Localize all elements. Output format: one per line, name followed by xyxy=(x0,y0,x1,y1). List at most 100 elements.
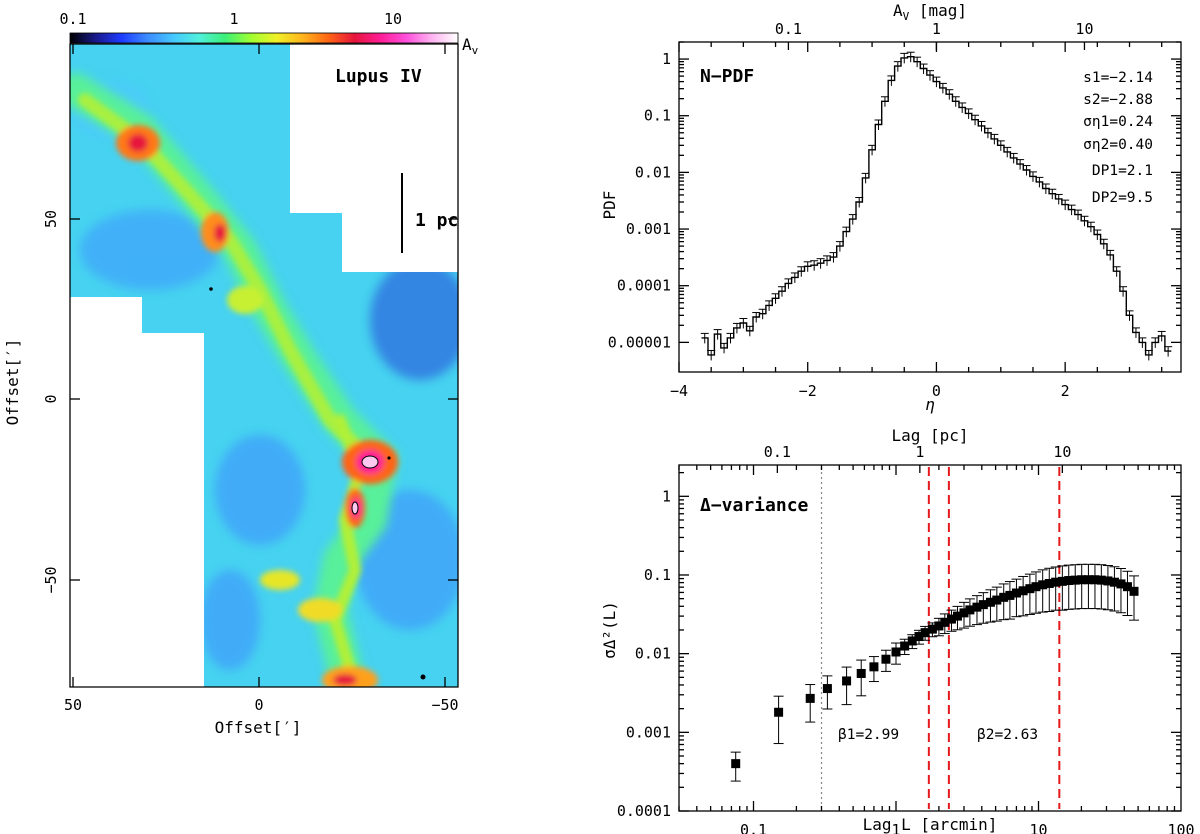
npdf-frame xyxy=(678,41,1182,373)
npdf-point xyxy=(1151,337,1160,348)
npdf-x-tick-label: −4 xyxy=(670,382,688,400)
npdf-top-tick-label: 0.1 xyxy=(775,20,802,38)
map-x-tick-label: 0 xyxy=(254,696,263,714)
npdf-point xyxy=(823,255,832,266)
dv-top-tick-label: 0.1 xyxy=(764,443,791,461)
npdf-point xyxy=(887,75,896,86)
npdf-point xyxy=(1061,199,1070,211)
npdf-point xyxy=(990,133,999,145)
npdf-point xyxy=(919,63,928,75)
npdf-point xyxy=(1125,310,1134,321)
npdf-point xyxy=(996,140,1005,151)
dv-point xyxy=(1129,575,1140,621)
dv-y-tick-label: 0.01 xyxy=(635,645,671,663)
dv-marker xyxy=(927,624,937,634)
dv-marker xyxy=(891,647,901,657)
dv-marker xyxy=(805,693,815,703)
npdf-point xyxy=(765,300,774,311)
dv-marker xyxy=(1051,577,1061,587)
npdf-point xyxy=(835,241,844,252)
npdf-point xyxy=(861,172,870,184)
dv-point xyxy=(1089,563,1100,610)
npdf-y-tick-label: 0.1 xyxy=(644,107,671,125)
dv-point xyxy=(841,666,852,706)
dv-point xyxy=(1004,581,1015,620)
dv-marker xyxy=(1122,582,1132,592)
map-y-axis: 50 0 −50 xyxy=(42,210,458,594)
npdf-point xyxy=(983,127,992,139)
npdf-point xyxy=(874,119,883,130)
dv-annotation: β1=2.99 xyxy=(838,727,899,743)
map-x-label: Offset[′] xyxy=(215,718,302,737)
dv-point xyxy=(1037,569,1048,613)
npdf-point xyxy=(745,325,754,337)
npdf-point xyxy=(758,308,767,320)
npdf-annotation: DP1=2.1 xyxy=(1092,163,1153,179)
dv-marker xyxy=(952,611,962,621)
npdf-annotation: ση1=0.24 xyxy=(1083,114,1153,130)
dv-point xyxy=(1011,578,1022,618)
dv-marker xyxy=(842,676,852,686)
npdf-point xyxy=(1099,238,1108,250)
dv-marker xyxy=(920,628,930,638)
npdf-x-tick-label: −2 xyxy=(799,382,817,400)
dv-top-tick-label: 10 xyxy=(1053,443,1071,461)
npdf-point xyxy=(700,332,709,344)
dv-point xyxy=(1070,564,1081,610)
npdf-y-tick-label: 0.01 xyxy=(635,163,671,181)
colorbar-tick-label: 10 xyxy=(384,10,402,28)
dv-marker xyxy=(978,600,988,610)
dv-marker xyxy=(881,654,891,664)
dv-marker xyxy=(1129,586,1139,596)
dv-point xyxy=(998,583,1009,621)
npdf-point xyxy=(938,82,947,94)
dv-x-tick-label: 0.1 xyxy=(740,821,767,834)
map-x-axis: 50 0 −50 xyxy=(64,44,459,714)
map-y-label: Offset[′] xyxy=(3,339,22,426)
dv-marker xyxy=(940,617,950,627)
npdf-point xyxy=(739,317,748,329)
dv-marker xyxy=(1083,575,1093,585)
dv-point xyxy=(1057,565,1068,611)
npdf-point xyxy=(951,96,960,107)
npdf-point xyxy=(1144,349,1153,361)
npdf-annotation: s2=−2.88 xyxy=(1083,92,1153,108)
npdf-point xyxy=(913,56,922,68)
npdf-point xyxy=(1080,215,1089,227)
dv-point xyxy=(822,675,833,710)
dv-y-label: σΔ²(L) xyxy=(600,601,619,659)
map-y-tick-label: 50 xyxy=(42,210,60,228)
map-y-tick-label: −50 xyxy=(42,566,60,593)
npdf-point xyxy=(797,266,806,277)
npdf-title: N−PDF xyxy=(700,66,754,87)
npdf-point xyxy=(926,70,934,81)
dv-x-tick-label: 10 xyxy=(1029,821,1047,834)
npdf-x-tick-label: 0 xyxy=(932,382,941,400)
npdf-point xyxy=(726,332,735,344)
npdf-x-label: η xyxy=(925,395,935,414)
scalebar-label: 1 pc xyxy=(415,210,458,231)
dv-marker xyxy=(1031,582,1041,592)
npdf-point xyxy=(1041,183,1050,194)
npdf-point xyxy=(803,261,812,272)
npdf-point xyxy=(1138,337,1147,348)
npdf-point xyxy=(893,61,902,72)
dv-marker xyxy=(1018,586,1028,596)
dv-marker xyxy=(1064,576,1074,586)
npdf-annotation: ση2=0.40 xyxy=(1083,137,1153,153)
dv-marker xyxy=(774,707,784,717)
npdf-point xyxy=(1106,249,1115,261)
dv-marker xyxy=(999,592,1009,602)
dv-marker xyxy=(992,595,1002,605)
npdf-point xyxy=(842,226,851,238)
npdf-point xyxy=(707,349,716,361)
npdf-point xyxy=(964,108,973,119)
dv-marker xyxy=(1038,580,1048,590)
npdf-point xyxy=(1054,193,1063,205)
npdf-point xyxy=(1048,188,1057,200)
dv-point xyxy=(1076,563,1087,610)
npdf-point xyxy=(1067,204,1076,216)
dv-point xyxy=(978,592,989,624)
colorbar-tick-label: 0.1 xyxy=(59,10,86,28)
